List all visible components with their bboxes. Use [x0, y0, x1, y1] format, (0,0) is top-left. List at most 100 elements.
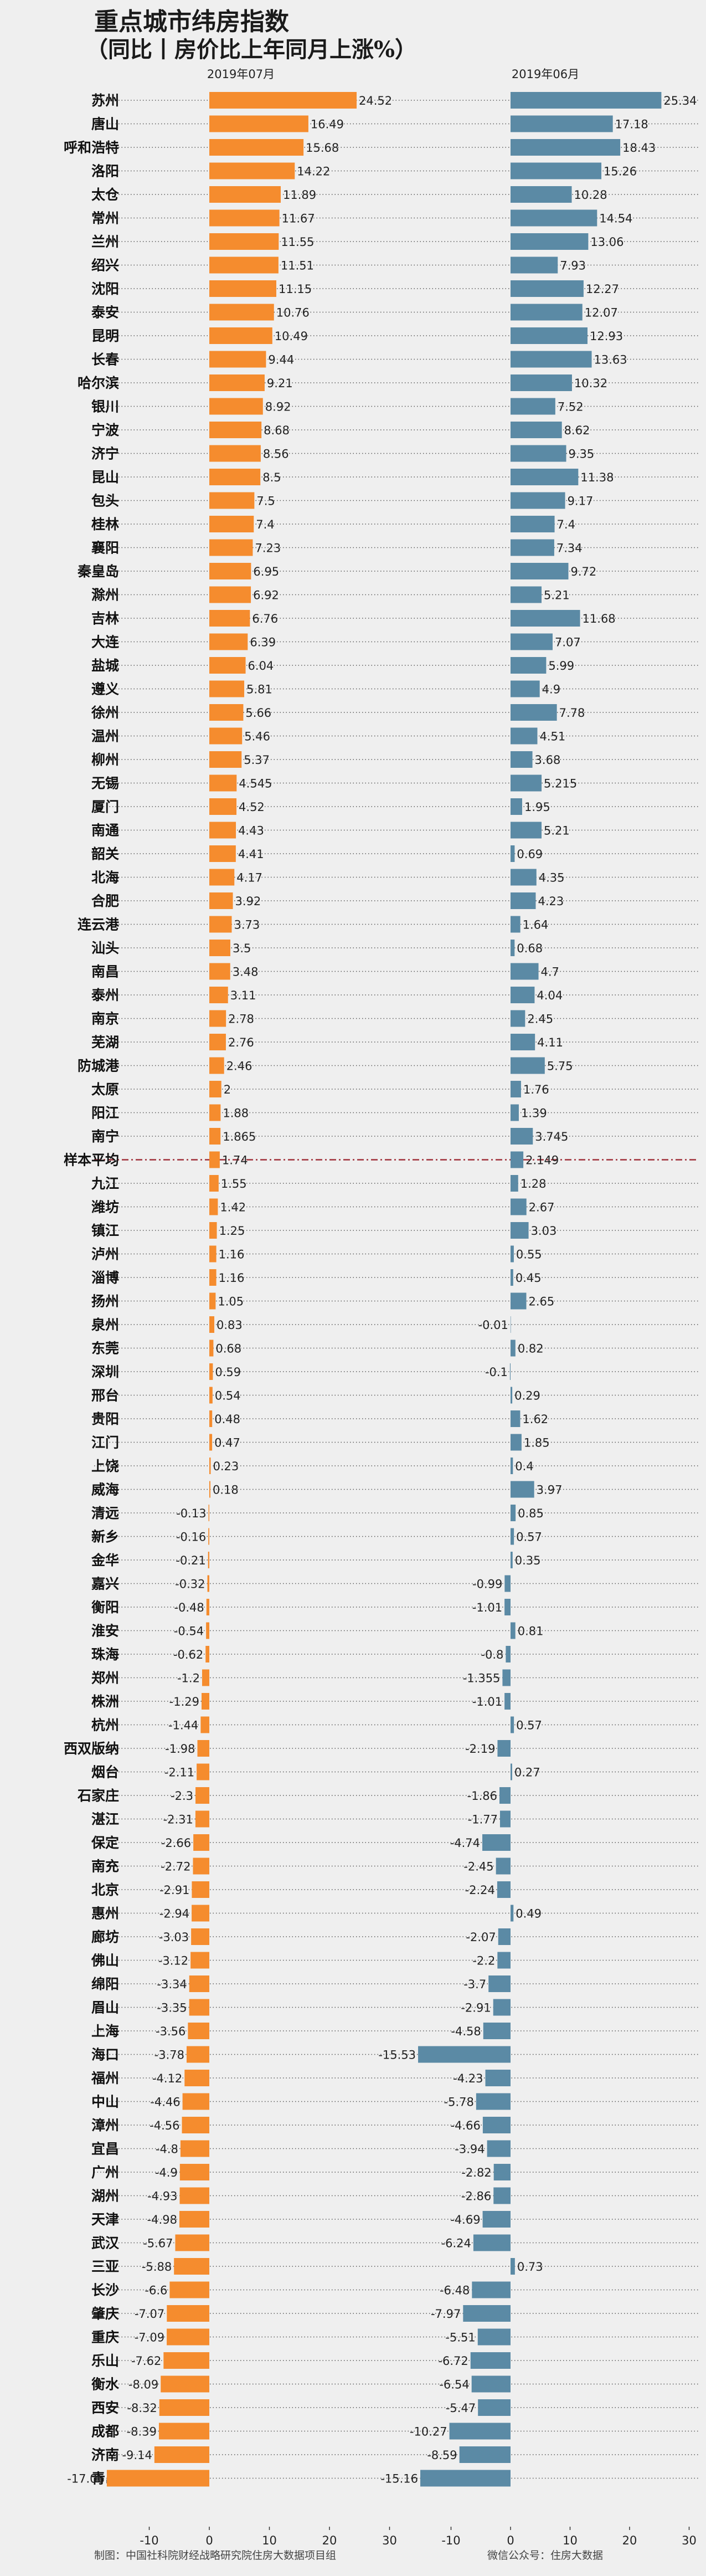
data-label-jul: 0.54 — [215, 1389, 241, 1403]
data-label-jul: -9.14 — [122, 2449, 152, 2462]
data-label-jun: 7.93 — [560, 259, 586, 273]
data-label-jul: -8.39 — [127, 2425, 157, 2439]
data-label-jul: 0.18 — [213, 1484, 239, 1497]
bar-jul — [209, 610, 250, 627]
data-label-jul: -8.09 — [128, 2378, 158, 2392]
category-label: 厦门 — [91, 799, 119, 815]
category-label: 连云港 — [78, 917, 120, 933]
data-label-jun: 0.4 — [515, 1460, 533, 1473]
bar-jul — [209, 822, 236, 839]
category-label: 保定 — [91, 1835, 119, 1851]
category-label: 长沙 — [91, 2282, 119, 2298]
data-label-jul: -2.11 — [164, 1766, 194, 1779]
data-label-jul: 9.21 — [267, 377, 293, 390]
bar-jul — [209, 1363, 213, 1380]
bar-jul — [209, 233, 279, 250]
data-label-jun: 1.39 — [521, 1107, 547, 1120]
bar-jun — [511, 492, 565, 509]
bar-jun — [482, 2211, 511, 2228]
category-label: 株洲 — [91, 1694, 119, 1710]
bar-jun — [511, 563, 569, 579]
bar-jun — [511, 162, 602, 179]
series-header-jun: 2019年06月 — [512, 68, 579, 81]
bar-jul — [209, 492, 255, 509]
bar-jul — [209, 704, 244, 721]
category-label: 成都 — [91, 2424, 119, 2440]
bar-jun — [493, 2164, 511, 2180]
bar-jul — [209, 1292, 216, 1310]
data-label-jul: 5.37 — [244, 753, 270, 767]
bar-jun — [511, 704, 557, 721]
bar-jun — [478, 2399, 511, 2416]
data-label-jul: -4.8 — [156, 2143, 178, 2156]
category-label: 潍坊 — [91, 1199, 119, 1215]
category-label: 南宁 — [91, 1128, 119, 1145]
bar-jul — [209, 987, 228, 1003]
data-label-jun: 4.9 — [542, 683, 560, 696]
data-label-jun: 5.21 — [544, 824, 570, 838]
data-label-jul: -4.98 — [147, 2213, 177, 2226]
category-label: 济宁 — [91, 446, 119, 462]
category-label: 海口 — [91, 2047, 119, 2063]
data-label-jul: 3.92 — [235, 895, 261, 908]
data-label-jul: 1.88 — [223, 1107, 249, 1120]
bar-jul — [209, 563, 251, 579]
data-label-jun: 0.57 — [516, 1719, 542, 1732]
category-label: 兰州 — [91, 234, 119, 250]
bar-jun — [511, 940, 515, 956]
data-label-jul: -1.2 — [177, 1672, 200, 1685]
bar-jul — [180, 2140, 209, 2157]
data-label-jun: 1.95 — [524, 800, 550, 814]
data-label-jul: -2.94 — [159, 1907, 189, 1921]
data-label-jun: 0.85 — [518, 1507, 544, 1520]
bar-jul — [192, 1905, 209, 1922]
bar-jul — [209, 398, 263, 415]
bar-jun — [511, 1222, 529, 1239]
data-label-jun: 0.35 — [515, 1554, 541, 1567]
category-label: 吉林 — [91, 610, 119, 627]
data-label-jun: -2.86 — [461, 2190, 491, 2203]
category-label: 苏州 — [91, 93, 119, 109]
data-label-jul: -7.62 — [131, 2354, 161, 2368]
category-label: 韶关 — [91, 846, 119, 862]
category-label: 呼和浩特 — [64, 140, 119, 156]
category-label: 常州 — [91, 211, 119, 227]
data-label-jul: -4.12 — [152, 2072, 182, 2085]
data-label-jun: 1.28 — [521, 1177, 547, 1190]
data-label-jun: -4.74 — [450, 1836, 480, 1850]
category-label: 江门 — [91, 1435, 119, 1451]
category-label: 三亚 — [91, 2259, 119, 2275]
category-label: 昆山 — [91, 469, 119, 485]
chart-title: 重点城市纬房指数 — [94, 8, 289, 36]
category-label: 衡水 — [91, 2377, 120, 2393]
bar-jul — [209, 516, 254, 532]
category-label: 福州 — [91, 2070, 119, 2086]
category-label: 温州 — [91, 728, 119, 745]
bar-jul — [161, 2375, 209, 2393]
bar-jun — [511, 633, 553, 650]
data-label-jun: 0.27 — [514, 1766, 540, 1779]
data-label-jul: 1.55 — [221, 1177, 247, 1190]
footer-wechat: 微信公众号：住房大数据 — [487, 2549, 604, 2562]
bar-jun — [511, 445, 566, 462]
category-label: 宁波 — [91, 422, 120, 438]
category-label: 重庆 — [91, 2329, 119, 2346]
data-label-jul: 4.52 — [239, 800, 265, 814]
category-label: 南昌 — [91, 964, 119, 980]
bar-jul — [189, 1975, 209, 1992]
category-label: 无锡 — [91, 776, 119, 792]
bar-jul — [209, 798, 237, 815]
data-label-jul: -6.6 — [145, 2284, 167, 2297]
data-label-jun: -4.23 — [453, 2072, 483, 2085]
bar-jun — [504, 1575, 511, 1592]
bar-jun — [511, 1387, 513, 1404]
data-label-jul: -0.32 — [175, 1578, 205, 1591]
data-label-jun: 12.07 — [585, 306, 618, 320]
bar-jul — [209, 139, 304, 156]
x-tick-label-jul: -10 — [140, 2534, 158, 2547]
data-label-jun: 4.04 — [537, 989, 563, 1002]
data-label-jun: -1.355 — [463, 1672, 501, 1685]
bar-jun — [511, 233, 589, 250]
data-label-jun: 0.57 — [516, 1531, 542, 1544]
bar-jun — [497, 1952, 511, 1969]
